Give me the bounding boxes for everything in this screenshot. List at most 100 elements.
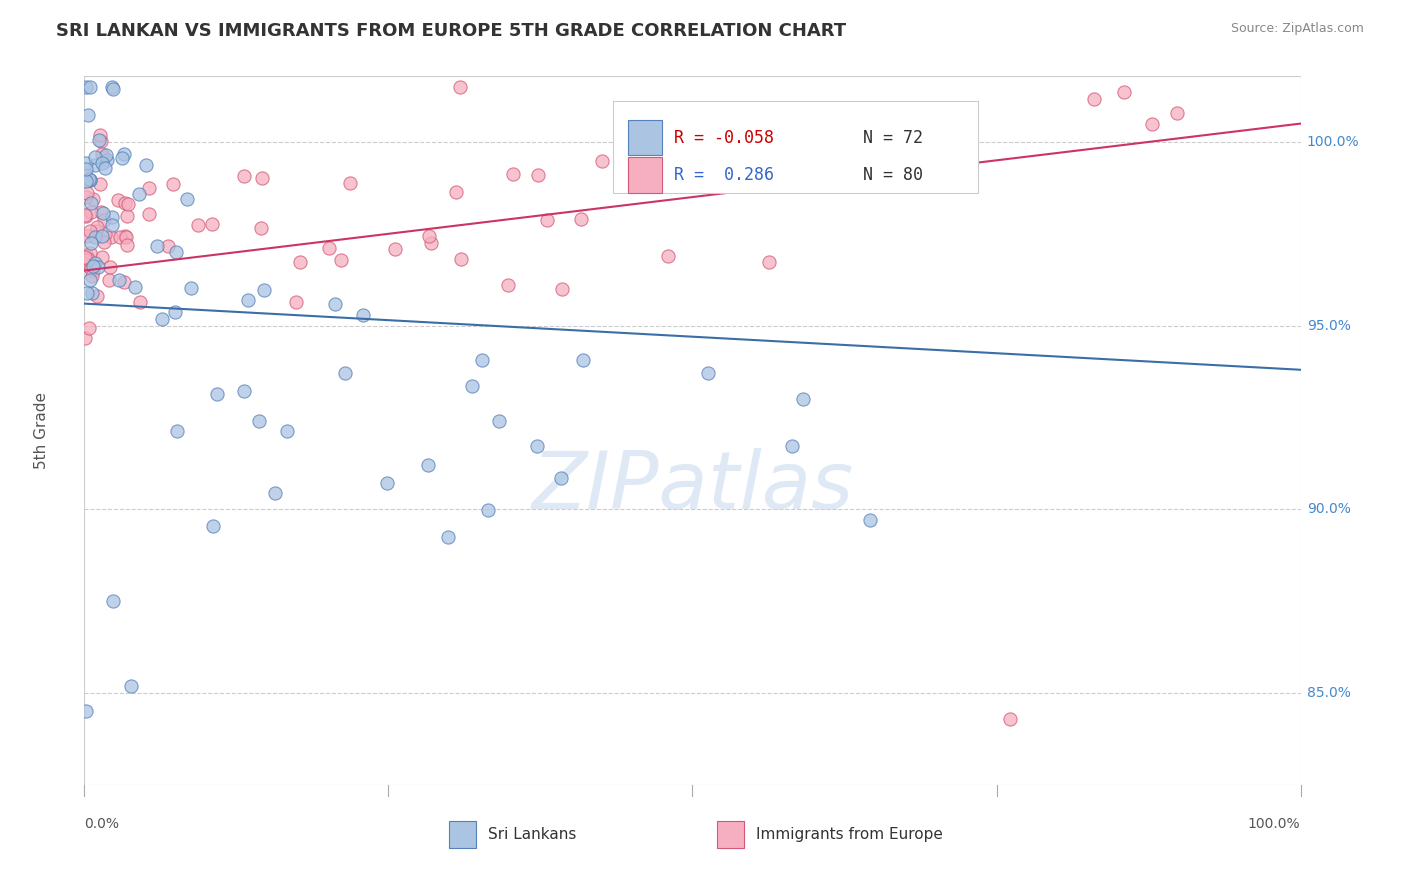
Point: [526, 439, 548, 453]
Text: 90.0%: 90.0%: [1306, 502, 1351, 516]
Point: [75, 174, 97, 188]
Point: [89, 177, 111, 191]
Point: [82, 193, 104, 207]
Point: [233, 384, 256, 398]
Point: [91, 250, 114, 264]
Point: [98, 260, 121, 274]
Point: [76, 285, 98, 300]
Text: ZIPatlas: ZIPatlas: [531, 448, 853, 526]
Text: SRI LANKAN VS IMMIGRANTS FROM EUROPE 5TH GRADE CORRELATION CHART: SRI LANKAN VS IMMIGRANTS FROM EUROPE 5TH…: [56, 22, 846, 40]
Point: [998, 712, 1021, 726]
Point: [150, 311, 173, 326]
Point: [75, 162, 97, 177]
Point: [157, 238, 180, 252]
Text: 100.0%: 100.0%: [1249, 817, 1301, 830]
Point: [101, 79, 124, 94]
Point: [1112, 86, 1135, 100]
Point: [792, 392, 814, 406]
Point: [94, 161, 117, 175]
Point: [91, 147, 114, 161]
Bar: [450, 822, 477, 848]
Point: [114, 195, 136, 210]
Point: [75, 79, 97, 94]
Point: [284, 295, 307, 310]
FancyBboxPatch shape: [613, 101, 979, 193]
Point: [450, 252, 472, 266]
Point: [138, 207, 160, 221]
Point: [107, 193, 129, 207]
Point: [166, 424, 188, 438]
Text: Immigrants from Europe: Immigrants from Europe: [755, 827, 942, 842]
Bar: [717, 822, 744, 848]
Point: [236, 293, 259, 308]
Point: [138, 181, 160, 195]
Point: [253, 283, 276, 297]
Point: [75, 209, 97, 223]
Point: [86, 219, 108, 234]
Point: [76, 186, 98, 200]
Point: [384, 242, 406, 256]
Point: [115, 238, 138, 252]
Point: [83, 256, 105, 270]
Point: [288, 254, 311, 268]
Text: N = 80: N = 80: [863, 166, 922, 184]
Point: [180, 281, 202, 295]
Point: [90, 134, 112, 148]
Point: [1166, 105, 1188, 120]
Point: [76, 249, 98, 263]
Point: [112, 275, 135, 289]
Point: [93, 227, 115, 242]
Point: [375, 476, 398, 491]
Bar: [628, 157, 662, 193]
Point: [111, 152, 134, 166]
Point: [502, 167, 524, 181]
Point: [77, 172, 100, 186]
Point: [91, 156, 114, 170]
Text: 100.0%: 100.0%: [1306, 135, 1360, 149]
Point: [859, 513, 882, 527]
Point: [201, 217, 224, 231]
Point: [1140, 117, 1163, 131]
Point: [79, 173, 101, 187]
Point: [108, 273, 131, 287]
Point: [91, 206, 114, 220]
Point: [124, 279, 146, 293]
Point: [73, 331, 96, 345]
Point: [84, 230, 107, 244]
Point: [416, 458, 439, 472]
Text: N = 72: N = 72: [863, 128, 922, 146]
Point: [87, 260, 110, 274]
Point: [276, 424, 298, 438]
Point: [527, 169, 550, 183]
Point: [79, 246, 101, 260]
Point: [80, 235, 103, 250]
Point: [477, 503, 499, 517]
Point: [449, 79, 471, 94]
Point: [93, 150, 115, 164]
Point: [75, 156, 97, 170]
Point: [460, 379, 482, 393]
Point: [758, 254, 780, 268]
Point: [333, 366, 356, 380]
Point: [101, 82, 124, 96]
Point: [657, 249, 679, 263]
Point: [129, 295, 152, 310]
Point: [96, 153, 118, 167]
Point: [108, 230, 131, 244]
Point: [165, 245, 187, 260]
Point: [420, 235, 443, 250]
Point: [77, 252, 100, 266]
Point: [75, 250, 97, 264]
Text: 0.0%: 0.0%: [84, 817, 120, 830]
Point: [120, 679, 142, 693]
Point: [117, 197, 139, 211]
Point: [146, 239, 169, 253]
Point: [75, 190, 97, 204]
Point: [101, 594, 124, 608]
Point: [82, 263, 104, 277]
Point: [250, 171, 273, 186]
Point: [87, 133, 110, 147]
Point: [114, 230, 136, 244]
Point: [550, 283, 572, 297]
Point: [250, 221, 273, 235]
